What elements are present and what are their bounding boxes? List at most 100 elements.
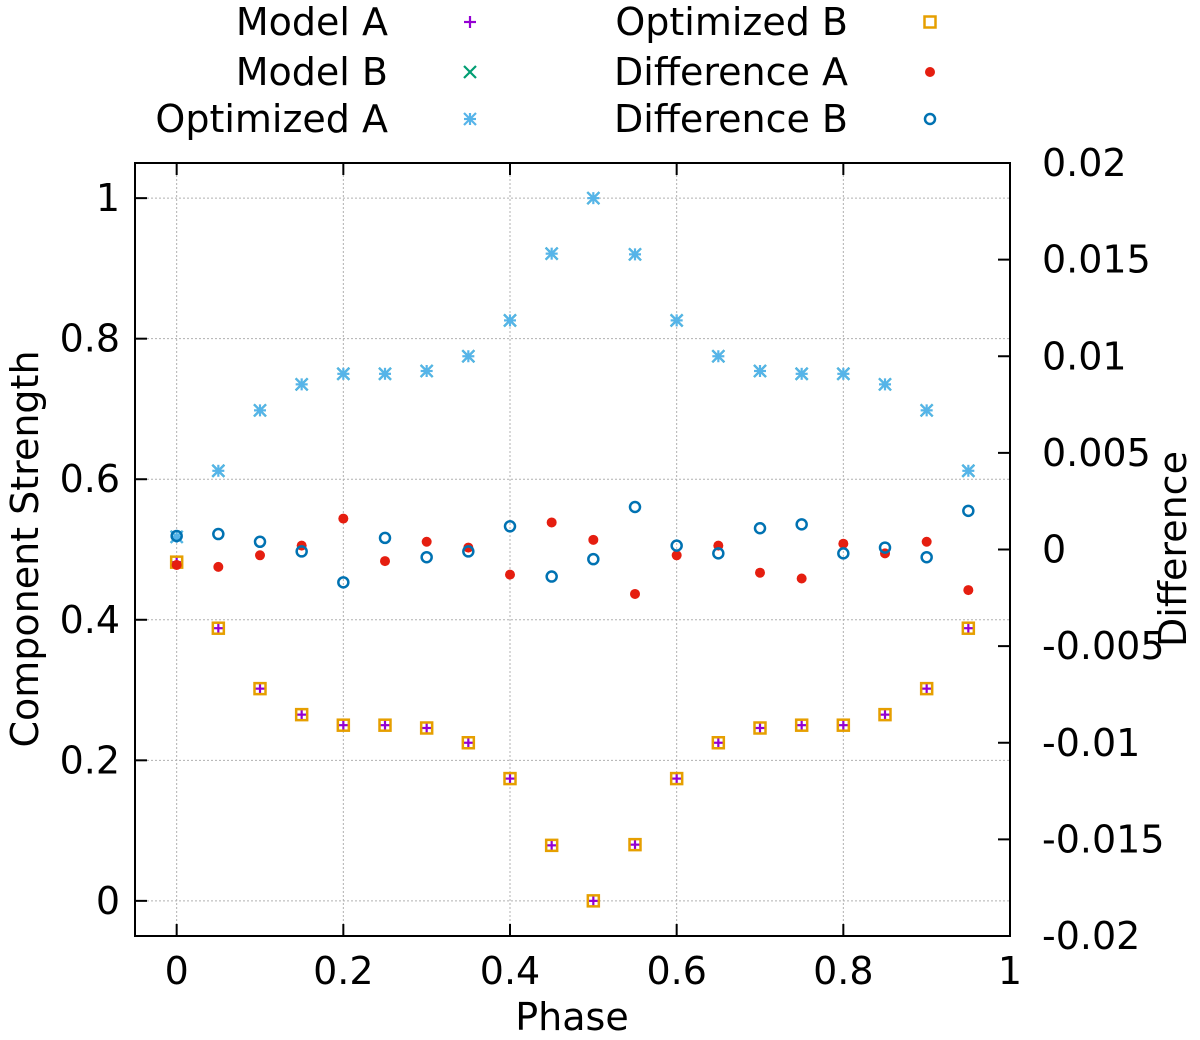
data-point xyxy=(503,313,517,328)
data-point xyxy=(545,570,558,583)
legend-entry: Difference B xyxy=(614,97,937,141)
y2-tick-label: 0.015 xyxy=(1042,238,1151,282)
data-point xyxy=(796,573,807,584)
y2-tick-label: 0.005 xyxy=(1042,431,1151,475)
data-point xyxy=(836,367,851,381)
data-point xyxy=(503,771,517,786)
x-tick-label: 1 xyxy=(998,949,1022,993)
data-point xyxy=(294,377,309,392)
data-point xyxy=(837,547,850,560)
data-point xyxy=(962,622,975,635)
data-point xyxy=(213,561,224,572)
data-point xyxy=(336,718,351,732)
x-tick-label: 0.2 xyxy=(313,949,373,993)
data-point xyxy=(546,517,557,528)
data-point xyxy=(420,721,433,734)
data-point xyxy=(544,246,559,261)
y-tick-label: 0.6 xyxy=(60,457,120,501)
legend-label: Optimized B xyxy=(615,0,848,44)
legend-marker xyxy=(923,112,937,126)
y-tick-label: 1 xyxy=(96,176,120,220)
series-difference-b xyxy=(170,500,975,589)
legend-label: Model B xyxy=(236,50,388,94)
data-point xyxy=(503,520,517,533)
series-optimized-b xyxy=(169,555,976,908)
legend-marker xyxy=(463,112,477,126)
legend-label: Difference A xyxy=(614,50,848,94)
data-point xyxy=(295,545,308,558)
y-tick-label: 0.2 xyxy=(60,738,120,782)
data-point xyxy=(755,567,765,578)
data-point xyxy=(212,622,225,635)
data-point xyxy=(421,536,432,547)
data-point xyxy=(378,718,392,732)
data-point xyxy=(419,721,434,735)
y2-tick-label: 0.02 xyxy=(1042,141,1127,185)
legend-marker xyxy=(464,16,476,28)
data-point xyxy=(628,837,642,852)
data-point xyxy=(878,707,892,722)
data-point xyxy=(628,500,642,514)
data-point xyxy=(753,364,767,378)
x-tick-label: 0.4 xyxy=(480,949,540,993)
data-point xyxy=(670,772,683,785)
x-tick-label: 0.6 xyxy=(646,949,706,993)
data-point xyxy=(670,539,683,552)
y2-tick-label: 0.01 xyxy=(1042,334,1127,378)
y2-tick-label: -0.01 xyxy=(1042,721,1140,765)
y-axis-label: Component Strength xyxy=(3,350,47,747)
legend-entry: Model A xyxy=(236,0,476,44)
data-point xyxy=(544,838,559,853)
data-marks xyxy=(169,191,976,908)
data-point xyxy=(878,377,892,392)
data-point xyxy=(795,719,808,732)
x-tick-label: 0 xyxy=(165,949,189,993)
data-point xyxy=(587,552,600,566)
data-point xyxy=(753,721,767,735)
data-point xyxy=(461,736,476,750)
data-point xyxy=(711,349,726,364)
legend-label: Optimized A xyxy=(155,97,388,141)
data-point xyxy=(462,736,475,749)
data-point xyxy=(712,736,725,749)
data-point xyxy=(504,772,516,785)
data-point xyxy=(378,531,392,545)
data-point xyxy=(212,527,225,541)
data-point xyxy=(211,621,226,635)
data-point xyxy=(378,367,392,381)
data-point xyxy=(671,550,682,561)
data-point xyxy=(630,588,640,599)
data-point xyxy=(338,513,349,524)
data-point xyxy=(919,681,934,696)
y2-tick-label: -0.015 xyxy=(1042,817,1165,861)
legend-label: Difference B xyxy=(614,97,848,141)
data-point xyxy=(838,538,849,549)
data-point xyxy=(629,838,641,851)
data-point xyxy=(919,403,934,418)
data-point xyxy=(462,545,475,558)
x-tick-label: 0.8 xyxy=(813,949,873,993)
y-tick-label: 0.4 xyxy=(60,598,120,642)
y2-axis-label: Difference xyxy=(1151,451,1195,647)
plot-area-frame xyxy=(134,162,1011,937)
legend-entry: Optimized B xyxy=(615,0,937,44)
data-point xyxy=(878,541,892,554)
y2-tick-label: 0 xyxy=(1042,528,1066,572)
data-point xyxy=(505,569,515,580)
data-point xyxy=(920,682,933,695)
data-point xyxy=(170,529,183,543)
series-optimized-a xyxy=(169,191,976,544)
data-point xyxy=(337,719,350,732)
data-point xyxy=(837,719,850,732)
data-point xyxy=(669,771,684,786)
data-point xyxy=(962,504,975,518)
data-point xyxy=(669,313,684,328)
data-point xyxy=(255,550,265,561)
data-point xyxy=(920,550,933,564)
legend-marker xyxy=(463,65,477,79)
data-point xyxy=(836,718,851,732)
data-point xyxy=(961,621,976,635)
data-point xyxy=(588,534,599,545)
data-point xyxy=(586,894,601,908)
